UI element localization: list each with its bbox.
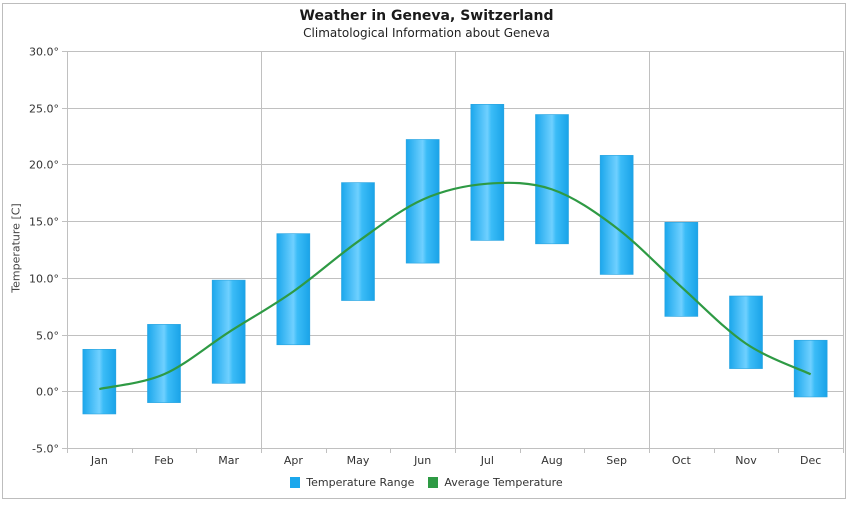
x-tick-label: Jan — [90, 454, 108, 467]
x-tick-label: Feb — [154, 454, 173, 467]
range-bar-oct[interactable] — [664, 221, 699, 317]
x-tick-label: Oct — [672, 454, 692, 467]
y-tick-label: 15.0° — [29, 216, 59, 229]
x-tick-label: Mar — [218, 454, 239, 467]
range-bar-apr[interactable] — [276, 233, 311, 346]
range-bar-feb[interactable] — [147, 324, 181, 403]
x-tick-label: Apr — [284, 454, 304, 467]
y-tick-label: 25.0° — [29, 103, 59, 116]
y-tick-label: 30.0° — [29, 46, 59, 59]
chart-title: Weather in Geneva, Switzerland — [299, 8, 554, 24]
average-temperature-line[interactable] — [99, 181, 812, 391]
legend-label-average-temperature: Average Temperature — [444, 476, 563, 489]
y-tick-label: 5.0° — [36, 330, 59, 343]
x-tick-label: Sep — [606, 454, 627, 467]
range-bar-jan[interactable] — [82, 349, 117, 415]
legend-swatch-temperature-range — [290, 477, 301, 488]
range-bar-jun[interactable] — [405, 139, 440, 264]
chart-frame — [2, 3, 846, 499]
y-tick-label: -5.0° — [32, 443, 59, 456]
legend-item-average-temperature[interactable]: Average Temperature — [428, 476, 563, 489]
range-bar-jul[interactable] — [470, 104, 505, 241]
x-tick-label: Nov — [735, 454, 757, 467]
x-tick-label: Dec — [800, 454, 821, 467]
range-bar-sep[interactable] — [599, 155, 634, 275]
legend-label-temperature-range: Temperature Range — [306, 476, 415, 489]
x-tick-label: Jun — [413, 454, 431, 467]
legend: Temperature Range Average Temperature — [0, 476, 853, 489]
x-tick-label: Aug — [541, 454, 562, 467]
range-bar-aug[interactable] — [535, 114, 569, 245]
y-tick-label: 0.0° — [36, 386, 59, 399]
legend-swatch-average-temperature — [428, 477, 439, 488]
x-tick-label: Jul — [480, 454, 494, 467]
y-tick-label: 20.0° — [29, 159, 59, 172]
range-bar-nov[interactable] — [729, 295, 763, 369]
y-tick-label: 10.0° — [29, 273, 59, 286]
legend-item-temperature-range[interactable]: Temperature Range — [290, 476, 414, 489]
x-tick-label: May — [347, 454, 370, 467]
chart-subtitle: Climatological Information about Geneva — [303, 26, 550, 40]
